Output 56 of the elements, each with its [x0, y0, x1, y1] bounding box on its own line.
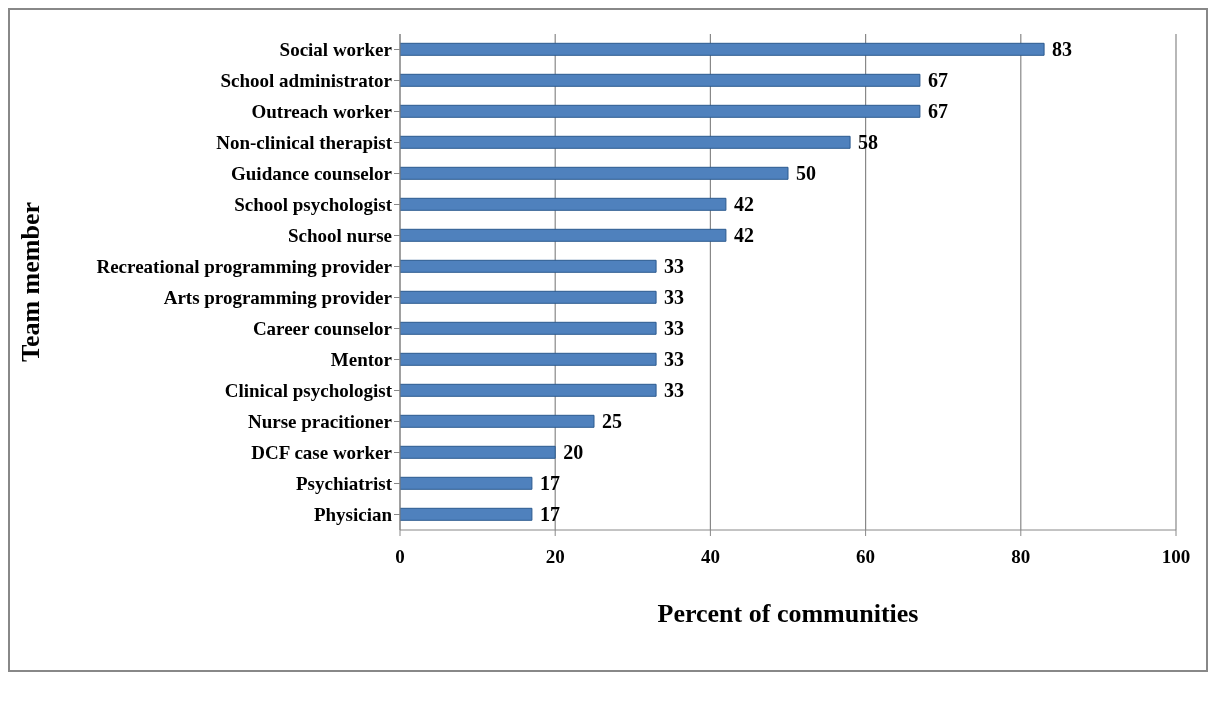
bar: [400, 166, 789, 180]
bar: [400, 445, 556, 459]
x-tick-label: 100: [1161, 546, 1191, 568]
bar: [400, 135, 851, 149]
x-axis-title: Percent of communities: [657, 599, 919, 628]
y-tick-label: Recreational programming provider: [96, 256, 393, 278]
bar: [400, 507, 533, 521]
bar: [400, 476, 533, 490]
data-label: 42: [733, 193, 754, 216]
data-label: 33: [664, 255, 685, 278]
data-label: 33: [664, 379, 685, 402]
x-tick-label: 0: [395, 546, 405, 568]
data-label: 33: [664, 317, 685, 340]
y-tick-label: Nurse pracitioner: [247, 411, 393, 433]
data-label: 20: [563, 441, 584, 464]
y-tick-label: Physician: [313, 504, 393, 526]
y-tick-label: Outreach worker: [251, 101, 393, 123]
bar: [400, 321, 657, 335]
data-label: 17: [539, 503, 560, 526]
bar: [400, 228, 727, 242]
data-label: 33: [664, 348, 685, 371]
y-tick-label: Guidance counselor: [231, 163, 393, 185]
bar: [400, 104, 921, 118]
bar: [400, 383, 657, 397]
y-axis-title: Team member: [16, 201, 46, 363]
data-label: 25: [602, 410, 622, 433]
x-tick-label: 60: [856, 546, 876, 568]
y-tick-label: Social worker: [279, 39, 393, 61]
y-tick-label: School administrator: [220, 70, 393, 92]
data-label: 50: [796, 162, 816, 185]
data-label: 17: [539, 472, 560, 495]
y-tick-label: DCF case worker: [251, 442, 393, 464]
bar: [400, 414, 595, 428]
y-tick-label: Clinical psychologist: [224, 380, 393, 402]
y-tick-label: Non-clinical therapist: [216, 132, 393, 154]
data-label: 83: [1052, 38, 1073, 61]
bar: [400, 352, 657, 366]
bar: [400, 197, 727, 211]
x-tick-label: 20: [545, 546, 565, 568]
y-tick-label: School psychologist: [234, 194, 393, 216]
bar: [400, 259, 657, 273]
data-label: 33: [664, 286, 685, 309]
y-tick-label: Mentor: [330, 349, 393, 371]
data-label: 67: [927, 100, 948, 123]
bar: [400, 73, 921, 87]
data-label: 67: [927, 69, 948, 92]
x-tick-label: 80: [1011, 546, 1031, 568]
data-label: 42: [733, 224, 754, 247]
bar: [400, 290, 657, 304]
y-tick-label: Arts programming provider: [163, 287, 393, 309]
y-tick-label: Career counselor: [252, 318, 393, 340]
y-tick-label: School nurse: [288, 225, 392, 247]
data-label: 58: [858, 131, 879, 154]
x-tick-label: 40: [700, 546, 720, 568]
bar: [400, 42, 1045, 56]
y-tick-label: Psychiatrist: [295, 473, 393, 495]
